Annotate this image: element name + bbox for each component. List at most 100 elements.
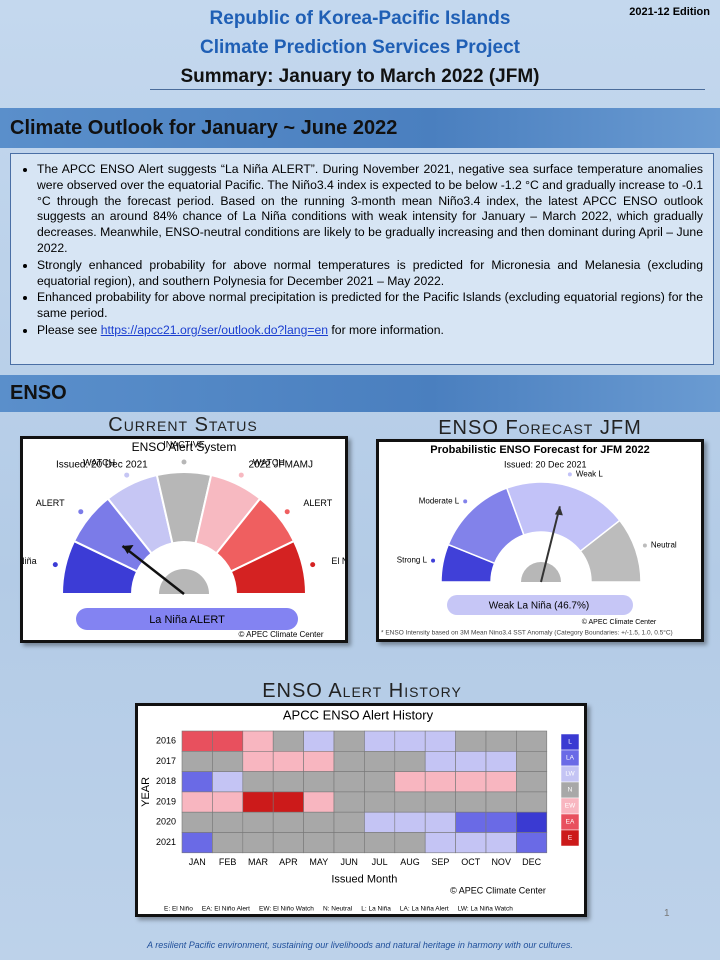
needle-head	[122, 544, 134, 554]
heatmap-cell	[303, 832, 335, 854]
state-label: Strong L	[397, 556, 428, 565]
x-tick-label: JAN	[189, 857, 206, 867]
state-label: INACTIVE	[163, 439, 205, 449]
title-line: Republic of Korea-Pacific Islands	[209, 8, 511, 29]
x-tick-label: JUN	[340, 857, 358, 867]
edition: 2021-12 Edition	[629, 6, 710, 18]
tagline: A resilient Pacific environment, sustain…	[147, 940, 573, 950]
section-heading: ENSO	[0, 375, 720, 412]
result-pill	[76, 608, 298, 630]
issued: Issued: 20 Dec 2021	[504, 459, 587, 469]
state-label: ALERT	[36, 498, 65, 508]
heatmap-cell	[394, 791, 426, 813]
heatmap-cell	[394, 730, 426, 752]
x-tick-label: JUL	[372, 857, 388, 867]
legend-label: N	[568, 787, 573, 794]
bullet: The APCC ENSO Alert suggests “La Niña AL…	[37, 162, 703, 257]
gauge: ENSO Alert System Issued: 20 Dec 2021 2022…	[6, 439, 361, 639]
heatmap: APCC ENSO Alert History 2016 2017 2018 2019 2…	[140, 707, 580, 913]
hub	[159, 569, 209, 594]
heatmap-cell	[333, 750, 365, 772]
result-pill	[447, 595, 633, 615]
legend-label: LW	[565, 771, 575, 778]
heatmap-cell	[394, 832, 426, 854]
heatmap-cell	[333, 832, 365, 854]
heatmap-cell	[485, 791, 517, 813]
heatmap-cell	[485, 811, 517, 833]
bullet-list: The APCC ENSO Alert suggests “La Niña AL…	[23, 162, 703, 339]
y-tick-label: 2016	[156, 736, 176, 746]
heatmap-cell	[424, 791, 456, 813]
x-tick-label: APR	[279, 857, 298, 867]
state-label: La Niña	[23, 556, 37, 566]
heatmap-cell	[485, 750, 517, 772]
state-label: Weak L	[576, 469, 604, 478]
heatmap-cell	[303, 750, 335, 772]
y-tick-label: 2021	[156, 837, 176, 847]
key: E: El Niño EA: El Niño Alert EW: El Niño…	[164, 906, 513, 913]
needle-head	[554, 506, 563, 516]
hub	[521, 562, 561, 582]
heatmap-cell	[455, 811, 487, 833]
link[interactable]: https://apcc21.org/ser/outlook.do?lang=e…	[100, 322, 329, 337]
state-dot	[642, 543, 647, 548]
heatmap-cell	[242, 832, 274, 854]
heatmap-cell	[242, 730, 274, 752]
heatmap-cell	[516, 730, 548, 752]
heatmap-cell	[455, 750, 487, 772]
state-dot	[431, 558, 436, 563]
text: Please see	[37, 322, 98, 337]
state-dot	[52, 562, 58, 568]
heatmap-cell	[364, 791, 396, 813]
legend-label: E	[568, 835, 573, 842]
heatmap-cell	[212, 811, 244, 833]
heatmap-cell	[516, 771, 548, 793]
gauge-segment	[505, 481, 621, 553]
state-label: Moderate L	[419, 497, 460, 506]
heatmap-cell	[181, 811, 213, 833]
heatmap-cell	[181, 791, 213, 813]
forecast-panel: Probabilistic ENSO Forecast for JFM 2022…	[376, 439, 704, 642]
issued: Issued: 20 Dec 2021	[56, 460, 148, 471]
rule	[150, 89, 705, 90]
heatmap-cell	[516, 750, 548, 772]
heatmap-cell	[212, 791, 244, 813]
credit: © APEC Climate Center	[582, 618, 657, 626]
panel-title: Probabilistic ENSO Forecast for JFM 2022	[430, 444, 649, 456]
heatmap-cell	[516, 791, 548, 813]
heatmap-cell	[455, 832, 487, 854]
heatmap-cell	[212, 771, 244, 793]
result: La Niña ALERT	[149, 614, 225, 626]
heatmap-cell	[424, 811, 456, 833]
section-heading: Climate Outlook for January ~ June 2022	[0, 108, 720, 148]
heatmap-cell	[272, 811, 304, 833]
x-tick-label: MAY	[309, 857, 328, 867]
x-tick-label: FEB	[219, 857, 237, 867]
gauge-segment	[579, 519, 642, 583]
state-dot	[124, 472, 130, 478]
heatmap-cell	[212, 730, 244, 752]
legend-label: L	[568, 739, 572, 746]
heatmap-cell	[485, 771, 517, 793]
credit: © APEC Climate Center	[238, 630, 323, 639]
heatmap-cell	[272, 791, 304, 813]
heatmap-cell	[242, 750, 274, 772]
x-axis-title: Issued Month	[331, 874, 397, 886]
panel-label: ENSO Forecast JFM	[438, 417, 642, 439]
heatmap-cell	[333, 771, 365, 793]
heatmap-cell	[333, 791, 365, 813]
y-tick-label: 2017	[156, 756, 176, 766]
state-label: El Niño	[331, 556, 345, 566]
credit: © APEC Climate Center	[450, 885, 546, 895]
x-tick-label: OCT	[461, 857, 481, 867]
bullet: Please see https://apcc21.org/ser/outloo…	[37, 323, 703, 339]
history-panel: APCC ENSO Alert History 2016 2017 2018 2019 2…	[135, 703, 587, 917]
bullet: Strongly enhanced probability for above …	[37, 258, 703, 290]
heatmap-cell	[181, 832, 213, 854]
state-label: ALERT	[303, 498, 332, 508]
heatmap-cell	[424, 771, 456, 793]
state-dot	[310, 562, 316, 568]
footnote: * ENSO Intensity based on 3M Mean Nino3.…	[381, 629, 673, 637]
heatmap-cell	[181, 750, 213, 772]
